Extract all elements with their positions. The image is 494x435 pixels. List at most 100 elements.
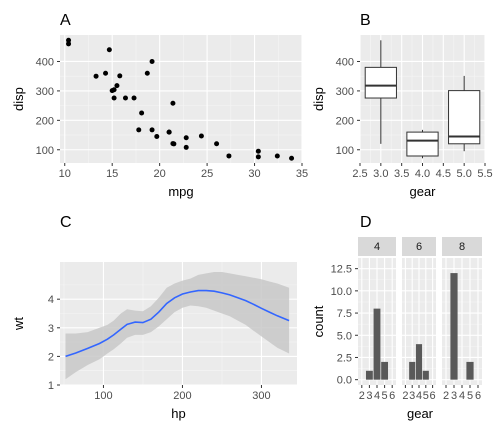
panel-d-bar [450,273,458,380]
panel-a-point [117,73,123,79]
panel-a-point [109,88,115,94]
panel-a-x-tick-label: 35 [296,168,308,180]
panel-d-bar [365,370,373,380]
panel-b-x-tick-label: 2.5 [352,168,367,180]
panel-c-x-tick-label: 100 [94,390,112,402]
panel-a-x-axis-title: mpg [168,184,193,199]
panel-d-bar [466,361,474,380]
panel-d-x-tick-label: 5 [382,390,388,402]
panel-a-point [226,153,232,159]
panel-a-point [255,148,261,154]
panel-a-point [198,133,204,139]
panel-d-facet-label: 6 [416,241,422,253]
panel-a-point [103,70,109,76]
panel-b-y-tick-label: 400 [336,56,354,68]
panel-a-point [183,135,189,141]
panel-d-bar [373,308,381,380]
panel-a-point [183,144,189,150]
panel-d-x-tick-label: 4 [459,390,465,402]
panel-b-box [364,66,397,99]
panel-a-y-tick-label: 300 [36,86,54,98]
panel-d-x-tick-label: 6 [389,390,395,402]
panel-c-tag: C [60,214,72,231]
panel-d-x-axis-title: gear [407,406,434,421]
panel-a-point [255,154,261,160]
panel-a-x-tick-label: 30 [248,168,260,180]
panel-b-x-tick-label: 3.5 [394,168,409,180]
panel-d-y-tick-label: 0.0 [337,375,352,387]
panel-a-point [144,70,150,76]
panel-a-x-tick-label: 25 [201,168,213,180]
panel-d-x-tick-label: 2 [443,390,449,402]
panel-d-y-tick-label: 2.5 [337,352,352,364]
panel-c-confidence-band [65,272,290,380]
panel-b-x-axis-title: gear [409,184,436,199]
panel-d-y-axis-title: count [311,305,326,337]
panel-d-x-tick-label: 6 [430,390,436,402]
panel-b-y-tick-label: 200 [336,115,354,127]
panel-d-facet-label: 8 [459,241,465,253]
panel-a-point [131,95,137,101]
panel-a-point [170,141,176,147]
panel-c-smooth-line [65,289,290,358]
panel-a-point [66,37,72,43]
panel-a-background [60,35,302,163]
panel-b-y-axis-title: disp [311,87,326,111]
panel-a-y-axis-title: disp [11,87,26,111]
panel-b-x-tick-label: 3.0 [373,168,388,180]
panel-b-x-tick-label: 4.5 [436,168,451,180]
panel-a-point [106,47,112,53]
panel-d-facet-label: 4 [374,241,380,253]
panel-d-x-tick-label: 3 [409,390,415,402]
panel-d-x-tick-label: 4 [374,390,380,402]
panel-b-box [406,131,439,157]
panel-a-y-tick-label: 100 [36,145,54,157]
panel-a-point [122,95,128,101]
panel-d-bar [409,361,416,380]
panel-d-x-tick-label: 4 [416,390,422,402]
panel-d-y-tick-label: 5.0 [337,330,352,342]
panel-d-y-tick-label: 7.5 [337,308,352,320]
panel-c-y-axis-title: wt [11,317,26,331]
panel-a-x-tick-label: 10 [59,168,71,180]
panel-a-point [170,100,176,106]
panel-c-x-axis-title: hp [171,406,185,421]
panel-b-y-tick-label: 100 [336,145,354,157]
panel-a-point [166,129,172,135]
panel-a-x-tick-label: 15 [106,168,118,180]
panel-c-y-tick-label: 4 [48,294,54,306]
panel-d-x-tick-label: 5 [467,390,473,402]
panel-d-bar [381,361,389,380]
panel-a-point [114,83,120,89]
panel-d-bar [415,344,423,380]
panel-d-x-tick-label: 3 [451,390,457,402]
panel-b-x-tick-label: 5.5 [477,168,492,180]
panel-b-x-tick-label: 4.0 [415,168,430,180]
panel-c-x-tick-label: 200 [173,390,191,402]
panel-d-bar [422,370,429,380]
panel-a-point [214,141,220,147]
panel-c-y-tick-label: 3 [48,323,54,335]
panel-a-point [136,127,142,133]
panel-b-box [448,90,481,145]
panel-a-point [139,110,145,116]
panel-d-facet-strip [442,237,482,256]
panel-b-x-tick-label: 5.0 [457,168,472,180]
panel-d-tag: D [360,214,372,231]
panel-c-y-tick-label: 2 [48,351,54,363]
panel-a-point [66,41,72,47]
panel-a-point [111,95,117,101]
panel-d-x-tick-label: 3 [366,390,372,402]
panel-a-point [289,155,295,161]
panel-a-y-tick-label: 400 [36,56,54,68]
panel-a-point [154,134,160,140]
panel-d-facet-strip [358,237,396,256]
panel-a-point [149,58,155,64]
panel-d-x-tick-label: 6 [475,390,481,402]
panel-a-x-tick-label: 20 [154,168,166,180]
panel-a-point [274,153,280,159]
panel-c-y-tick-label: 1 [48,380,54,392]
panel-c-x-tick-label: 300 [252,390,270,402]
panel-a-point [93,73,99,79]
